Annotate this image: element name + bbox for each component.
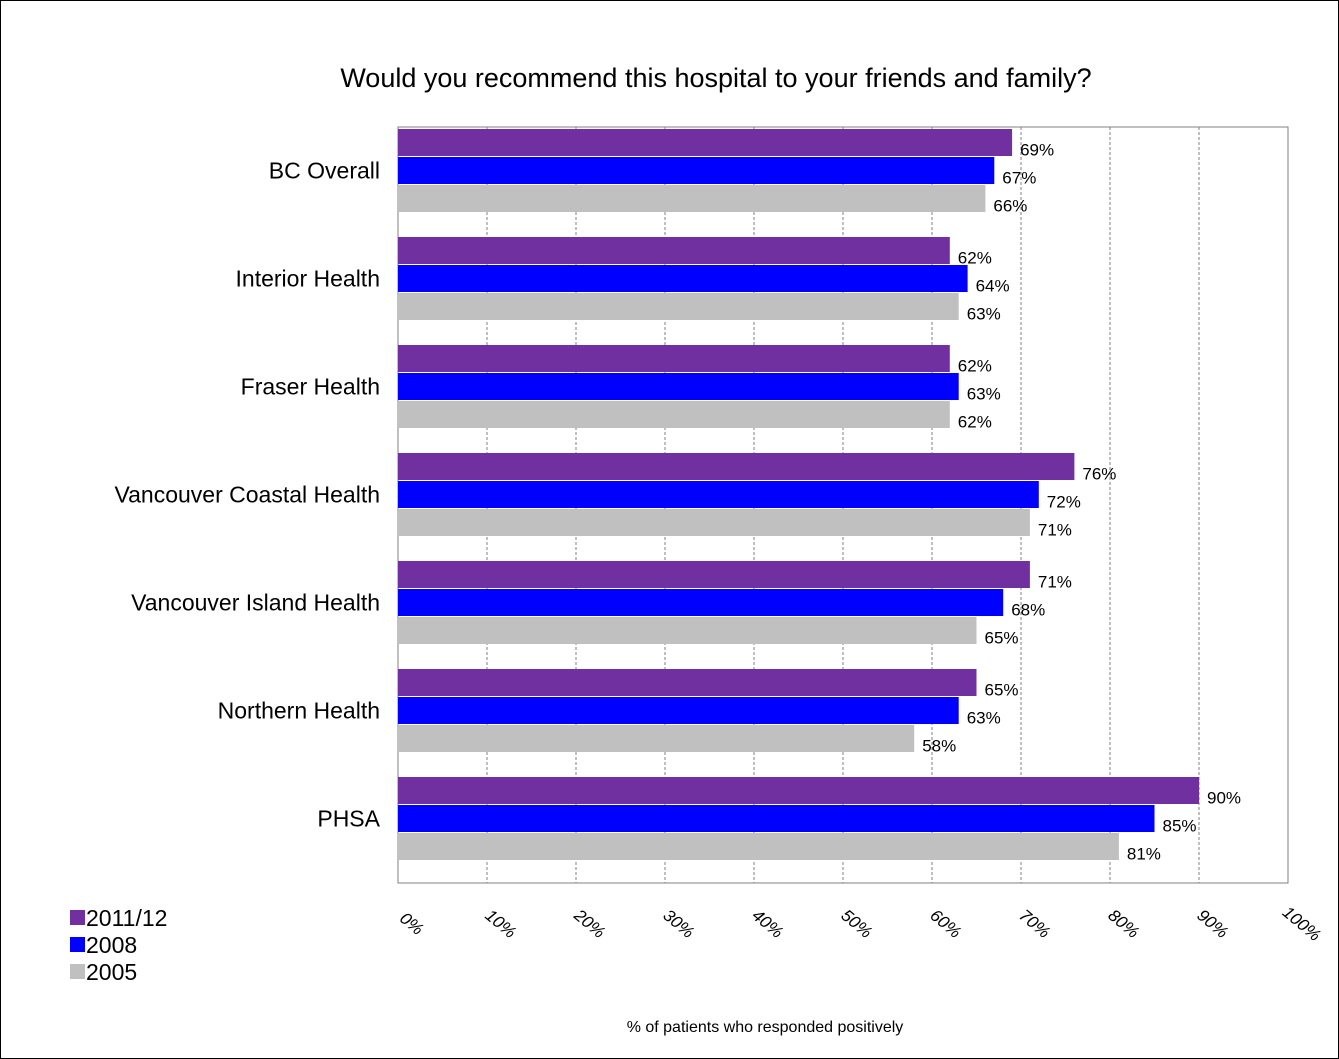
legend-label: 2011/12 xyxy=(86,905,167,931)
x-tick-label: 30% xyxy=(659,906,697,942)
data-label: 62% xyxy=(958,413,992,432)
data-label: 72% xyxy=(1047,493,1081,512)
x-tick-label: 90% xyxy=(1193,906,1231,942)
data-label: 69% xyxy=(1020,141,1054,160)
category-label: Northern Health xyxy=(218,698,380,724)
data-label: 65% xyxy=(985,629,1019,648)
data-label: 58% xyxy=(922,737,956,756)
x-tick-label: 100% xyxy=(1279,903,1325,946)
bar xyxy=(398,129,1013,156)
bar xyxy=(398,345,950,372)
data-label: 85% xyxy=(1163,817,1197,836)
bar xyxy=(398,833,1119,860)
data-label: 66% xyxy=(993,197,1027,216)
bar xyxy=(398,373,959,400)
data-label: 62% xyxy=(958,249,992,268)
data-label: 68% xyxy=(1011,601,1045,620)
data-label: 71% xyxy=(1038,573,1072,592)
bar xyxy=(398,669,977,696)
bar xyxy=(398,561,1030,588)
x-tick-label: 40% xyxy=(748,906,786,942)
x-tick-label: 70% xyxy=(1015,906,1053,942)
x-tick-label: 10% xyxy=(481,906,519,942)
bar xyxy=(398,617,977,644)
data-labels: 69% 67% 66% 62% 64% 63% 62% 63% 62% 76%72% 71% 71% 6… xyxy=(922,141,1241,864)
category-label: Fraser Health xyxy=(241,374,380,400)
bar xyxy=(398,777,1199,804)
legend-swatch xyxy=(70,910,85,925)
legend-swatch xyxy=(70,964,85,979)
bar xyxy=(398,185,986,212)
data-label: 63% xyxy=(967,385,1001,404)
data-label: 64% xyxy=(976,277,1010,296)
category-label: Vancouver Island Health xyxy=(131,590,380,616)
category-label: Vancouver Coastal Health xyxy=(115,482,381,508)
x-axis-label: % of patients who responded positively xyxy=(627,1019,904,1036)
category-label: BC Overall xyxy=(269,158,380,184)
bar xyxy=(398,237,950,264)
x-tick-label: 50% xyxy=(837,906,875,942)
x-tick-label: 20% xyxy=(570,905,609,942)
bar xyxy=(398,481,1039,508)
bar xyxy=(398,453,1075,480)
data-label: 90% xyxy=(1207,789,1241,808)
data-label: 63% xyxy=(967,709,1001,728)
x-tick-label: 60% xyxy=(926,906,964,942)
data-label: 71% xyxy=(1038,521,1072,540)
bar xyxy=(398,697,959,724)
bar xyxy=(398,293,959,320)
x-tick-labels: 0% 10% 20% 30% 40% 50% 60% 70% 80% 90% 100% xyxy=(396,903,1324,946)
bar xyxy=(398,725,915,752)
category-label: Interior Health xyxy=(236,266,380,292)
bar xyxy=(398,157,995,184)
bars xyxy=(398,129,1199,860)
data-label: 65% xyxy=(985,681,1019,700)
bar xyxy=(398,805,1155,832)
data-label: 76% xyxy=(1082,465,1116,484)
category-label: PHSA xyxy=(317,806,380,832)
data-label: 63% xyxy=(967,305,1001,324)
bar xyxy=(398,401,950,428)
data-label: 67% xyxy=(1002,169,1036,188)
chart-title: Would you recommend this hospital to you… xyxy=(340,63,1091,93)
legend-swatch xyxy=(70,937,85,952)
bar xyxy=(398,589,1004,616)
legend-label: 2008 xyxy=(86,932,137,958)
category-labels: BC Overall Interior Health Fraser Health Va… xyxy=(115,158,381,832)
x-tick-label: 0% xyxy=(396,909,427,939)
legend-label: 2005 xyxy=(86,959,137,985)
x-tick-label: 80% xyxy=(1104,906,1142,942)
data-label: 62% xyxy=(958,357,992,376)
bar xyxy=(398,509,1030,536)
data-label: 81% xyxy=(1127,845,1161,864)
bar xyxy=(398,265,968,292)
